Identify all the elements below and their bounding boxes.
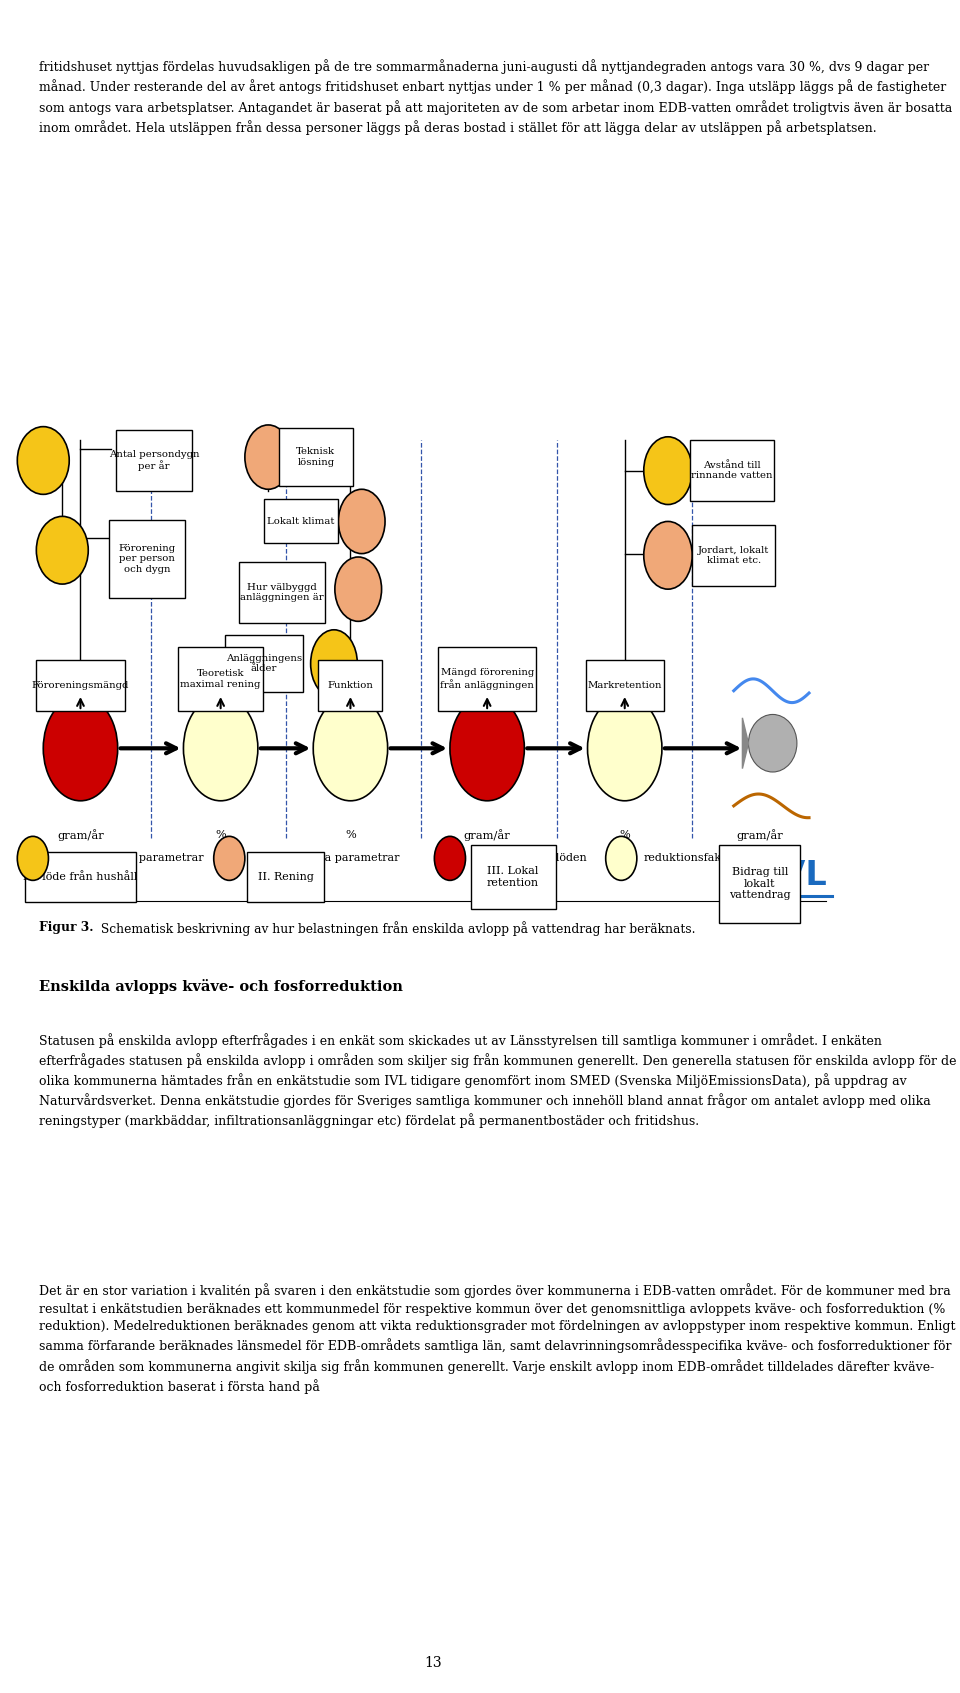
Text: II. Rening: II. Rening <box>257 872 314 882</box>
Ellipse shape <box>644 521 692 589</box>
Ellipse shape <box>606 836 636 880</box>
Text: %: % <box>215 830 226 840</box>
Text: Statusen på enskilda avlopp efterfrågades i en enkät som skickades ut av Länssty: Statusen på enskilda avlopp efterfrågade… <box>39 1033 956 1129</box>
Bar <box>179 647 263 711</box>
Bar <box>438 647 537 711</box>
Text: Bidrag till
lokalt
vattendrag: Bidrag till lokalt vattendrag <box>729 867 790 901</box>
Ellipse shape <box>644 437 692 505</box>
Text: %: % <box>345 830 356 840</box>
Text: Jordart, lokalt
klimat etc.: Jordart, lokalt klimat etc. <box>698 545 769 565</box>
Ellipse shape <box>17 427 69 494</box>
Bar <box>225 635 302 692</box>
Bar <box>692 525 776 586</box>
Ellipse shape <box>450 696 524 801</box>
Text: kvantifierbara parametrar: kvantifierbara parametrar <box>56 853 204 863</box>
Text: Enskilda avlopps kväve- och fosforreduktion: Enskilda avlopps kväve- och fosforredukt… <box>39 979 403 994</box>
Ellipse shape <box>183 696 258 801</box>
Text: Avstånd till
rinnande vatten: Avstånd till rinnande vatten <box>691 460 773 481</box>
Ellipse shape <box>338 489 385 554</box>
Text: Anläggningens
ålder: Anläggningens ålder <box>226 653 302 674</box>
Bar <box>239 562 325 623</box>
Bar <box>25 852 136 902</box>
Bar <box>264 499 338 543</box>
Text: Föroreningsmängd: Föroreningsmängd <box>32 681 130 691</box>
Text: Förorening
per person
och dygn: Förorening per person och dygn <box>118 543 176 574</box>
Text: Teknisk
lösning: Teknisk lösning <box>297 447 335 467</box>
Text: gram/år: gram/år <box>464 830 511 841</box>
Ellipse shape <box>311 630 357 698</box>
Text: fritidshuset nyttjas fördelas huvudsakligen på de tre sommarmånaderna juni-augus: fritidshuset nyttjas fördelas huvudsakli… <box>39 59 952 135</box>
Ellipse shape <box>434 836 466 880</box>
Ellipse shape <box>36 516 88 584</box>
Bar <box>586 660 663 711</box>
Bar <box>690 440 774 501</box>
Text: reduktionsfaktorer: reduktionsfaktorer <box>644 853 751 863</box>
Text: Teoretisk
maximal rening: Teoretisk maximal rening <box>180 669 261 689</box>
Ellipse shape <box>17 836 48 880</box>
Ellipse shape <box>245 425 292 489</box>
Text: gram/år: gram/år <box>736 830 783 841</box>
Ellipse shape <box>43 696 118 801</box>
Bar <box>319 660 382 711</box>
Text: 13: 13 <box>423 1656 442 1669</box>
Text: Det är en stor variation i kvalitén på svaren i den enkätstudie som gjordes över: Det är en stor variation i kvalitén på s… <box>39 1283 955 1393</box>
Text: gram/år: gram/år <box>57 830 104 841</box>
Text: Antal persondygn
per år: Antal persondygn per år <box>108 450 200 471</box>
Polygon shape <box>742 718 749 769</box>
Text: Figur 3.: Figur 3. <box>39 921 93 935</box>
Ellipse shape <box>214 836 245 880</box>
Bar <box>36 660 125 711</box>
Bar <box>719 845 801 923</box>
Ellipse shape <box>335 557 381 621</box>
Text: I. Flöde från hushåll: I. Flöde från hushåll <box>23 872 137 882</box>
Bar <box>470 845 556 909</box>
Ellipse shape <box>749 714 797 772</box>
Text: Markretention: Markretention <box>588 681 662 691</box>
Bar <box>248 852 324 902</box>
Text: Lokalt klimat: Lokalt klimat <box>268 516 335 527</box>
Text: %: % <box>619 830 630 840</box>
Text: Mängd förorening
från anläggningen: Mängd förorening från anläggningen <box>441 669 534 689</box>
Bar <box>278 428 353 486</box>
Text: Schematisk beskrivning av hur belastningen från enskilda avlopp på vattendrag ha: Schematisk beskrivning av hur belastning… <box>97 921 695 936</box>
Text: III. Lokal
retention: III. Lokal retention <box>487 867 540 887</box>
Text: Funktion: Funktion <box>327 681 373 691</box>
Ellipse shape <box>588 696 662 801</box>
Text: klassningbara parametrar: klassningbara parametrar <box>252 853 399 863</box>
Text: IVL: IVL <box>768 858 828 892</box>
Text: mätbara massflöden: mätbara massflöden <box>472 853 588 863</box>
Bar <box>116 430 192 491</box>
Text: Hur välbyggd
anläggningen är: Hur välbyggd anläggningen är <box>240 582 324 603</box>
Bar <box>109 520 185 598</box>
Ellipse shape <box>313 696 388 801</box>
